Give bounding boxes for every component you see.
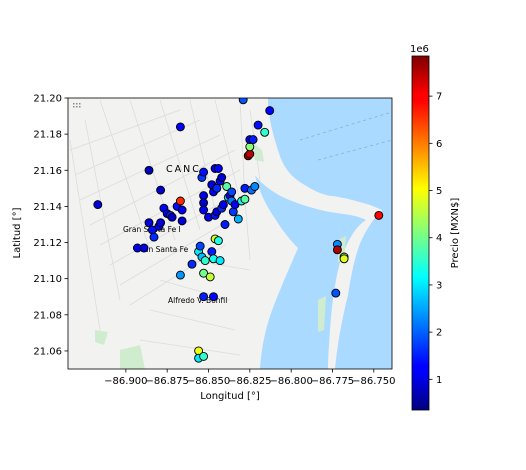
- x-tick-label: −86.800: [269, 376, 312, 387]
- colorbar-frame: [411, 55, 430, 411]
- scatter-point: [175, 122, 185, 132]
- scatter-point: [227, 187, 237, 197]
- scatter-point: [213, 236, 223, 246]
- scatter-point: [144, 218, 154, 228]
- y-axis: 21.06 21.08 21.10 21.12 21.14 21.16 21.18 21.20: [33, 94, 68, 357]
- scatter-point: [228, 207, 238, 217]
- scatter-point: [253, 120, 263, 130]
- basemap-strip: [300, 196, 382, 216]
- x-tick-label: −86.775: [311, 376, 354, 387]
- scatter-point: [238, 98, 248, 105]
- scatter-point: [220, 220, 230, 229]
- x-axis: −86.900−86.875−86.850−86.825−86.800−86.7…: [104, 369, 396, 387]
- scatter-point: [213, 164, 223, 173]
- scatter-point: [139, 243, 149, 253]
- scatter-point: [217, 173, 227, 182]
- scatter-point: [222, 182, 232, 191]
- colorbar-multiplier: 1e6: [410, 44, 429, 55]
- x-tick-label: −86.850: [187, 376, 230, 387]
- x-tick-label: −86.900: [104, 376, 147, 387]
- colorbar-tick-label: 3: [436, 280, 442, 291]
- x-axis-label: Longitud [°]: [200, 391, 260, 402]
- scatter-point: [260, 127, 270, 137]
- scatter-point: [156, 185, 166, 195]
- basemap: CANC Gran Santa Fe I Gran Santa Fe Alfre…: [68, 98, 392, 369]
- x-tick-label: −86.825: [228, 376, 271, 387]
- scatter-point: [177, 205, 187, 215]
- scatter-point: [200, 256, 210, 266]
- colorbar-tick-label: 1: [436, 375, 442, 386]
- basemap-corner-icon: [73, 103, 81, 108]
- scatter-point: [199, 268, 209, 278]
- scatter-point: [332, 245, 342, 255]
- scatter-point: [199, 351, 209, 361]
- scatter-point: [149, 232, 159, 242]
- colorbar-tick-label: 2: [436, 328, 442, 339]
- colorbar-gradient: [412, 56, 429, 410]
- scatter-point: [167, 212, 177, 222]
- scatter-points: [93, 98, 384, 363]
- y-tick-label: 21.06: [33, 346, 62, 357]
- colorbar-tick-label: 7: [436, 92, 442, 103]
- scatter-point: [156, 218, 166, 228]
- x-tick-label: −86.875: [145, 376, 188, 387]
- scatter-point: [187, 259, 197, 269]
- y-tick-label: 21.10: [33, 274, 62, 285]
- colorbar-label: Precio [MXN$]: [450, 198, 461, 269]
- basemap-lagoon: [255, 175, 366, 369]
- scatter-point: [207, 247, 217, 257]
- scatter-point: [212, 183, 222, 193]
- scatter-point: [339, 254, 349, 264]
- scatter-point: [199, 292, 209, 302]
- scatter-point: [218, 200, 228, 210]
- scatter-point: [248, 135, 258, 145]
- scatter-point: [331, 288, 341, 298]
- scatter-point: [199, 167, 209, 177]
- map-label-gran-santa-fe: Gran Santa Fe: [135, 245, 189, 254]
- scatter-point: [93, 200, 103, 210]
- y-tick-label: 21.08: [33, 310, 62, 321]
- colorbar-tick-label: 5: [436, 186, 442, 197]
- scatter-point: [195, 241, 205, 251]
- x-tick-label: −86.750: [352, 376, 395, 387]
- scatter-point: [215, 256, 225, 266]
- scatter-point: [177, 216, 187, 226]
- scatter-point: [240, 194, 250, 204]
- scatter-point: [205, 272, 215, 282]
- basemap-parks: [95, 140, 346, 369]
- y-tick-label: 21.20: [33, 94, 62, 105]
- basemap-sea: [268, 98, 392, 369]
- colorbar-tick-label: 6: [436, 139, 442, 150]
- y-tick-label: 21.12: [33, 238, 62, 249]
- scatter-point: [199, 205, 209, 215]
- y-axis-label: Latitud [°]: [12, 207, 23, 258]
- y-tick-label: 21.18: [33, 130, 62, 141]
- map-label-canc: CANC: [166, 164, 201, 175]
- scatter-point: [265, 106, 275, 116]
- scatter-point: [233, 214, 243, 224]
- scatter-point: [250, 182, 260, 191]
- plot-frame: [67, 97, 393, 370]
- scatter-point: [175, 270, 185, 280]
- y-tick-label: 21.14: [33, 202, 62, 213]
- colorbar-ticks: 1 2 3 4 5 6 7: [429, 92, 442, 386]
- scatter-point: [209, 292, 218, 302]
- scatter-point: [144, 165, 154, 175]
- basemap-routes: [299, 111, 392, 161]
- scatter-point: [175, 196, 185, 206]
- y-tick-label: 21.16: [33, 166, 62, 177]
- map-label-alfredo-bonfil: Alfredo V. Bonfil: [168, 296, 227, 305]
- colorbar-tick-label: 4: [436, 233, 442, 244]
- scatter-point: [374, 210, 384, 220]
